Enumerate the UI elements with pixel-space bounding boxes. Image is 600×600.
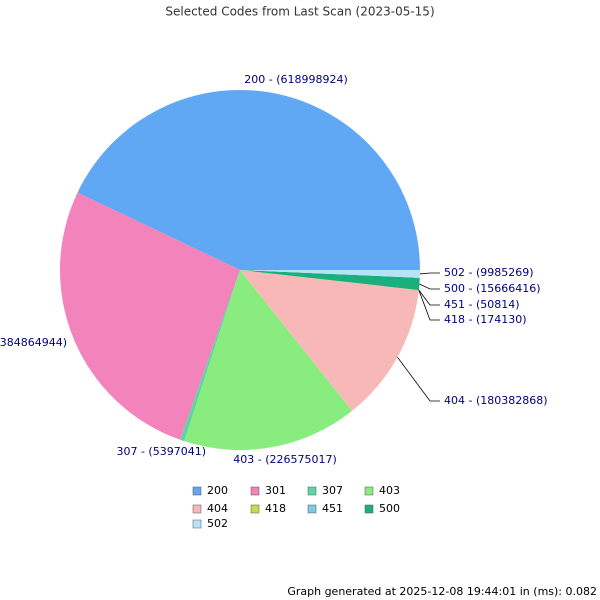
pie-slice [240,270,419,291]
pie-slice [180,270,240,442]
data-label: 404 - (180382868) [444,394,548,407]
leader-line [418,289,440,306]
data-label: 307 - (5397041) [116,445,206,458]
leader-line [418,290,440,321]
pie-slice [240,270,419,291]
legend-label: 502 [207,517,228,530]
data-label: 500 - (15666416) [444,282,541,295]
data-label: 403 - (226575017) [233,453,337,466]
data-label: 451 - (50814) [444,298,520,311]
pie-slice [240,270,419,411]
data-label: 418 - (174130) [444,313,527,326]
leader-line [397,356,440,402]
legend-label: 200 [207,484,228,497]
pie-slice [240,270,420,278]
data-label: 301 - (384864944) [0,336,67,349]
legend-label: 301 [265,484,286,497]
legend-label: 403 [379,484,400,497]
pie-slice [240,270,420,291]
chart-title: Selected Codes from Last Scan (2023-05-1… [165,5,434,19]
data-label: 200 - (618998924) [244,73,348,86]
legend-swatch [192,486,202,496]
pie-slice [60,192,241,440]
legend-label: 451 [322,502,343,515]
legend-swatch [192,504,202,514]
legend-label: 418 [265,502,286,515]
pie-slice [184,270,353,450]
legend-label: 307 [322,484,343,497]
legend-swatch [307,504,317,514]
legend-swatch [250,486,260,496]
legend-swatch [364,486,374,496]
footer: Graph generated at 2025-12-08 19:44:01 i… [287,585,597,598]
legend-label: 404 [207,502,228,515]
legend-swatch [364,504,374,514]
leader-line [419,283,440,290]
legend-swatch [250,504,260,514]
pie-slice [77,89,420,270]
legend-swatch [192,519,202,529]
data-label: 502 - (9985269) [444,266,534,279]
leader-line [419,272,440,275]
legend-swatch [307,486,317,496]
legend-label: 500 [379,502,400,515]
